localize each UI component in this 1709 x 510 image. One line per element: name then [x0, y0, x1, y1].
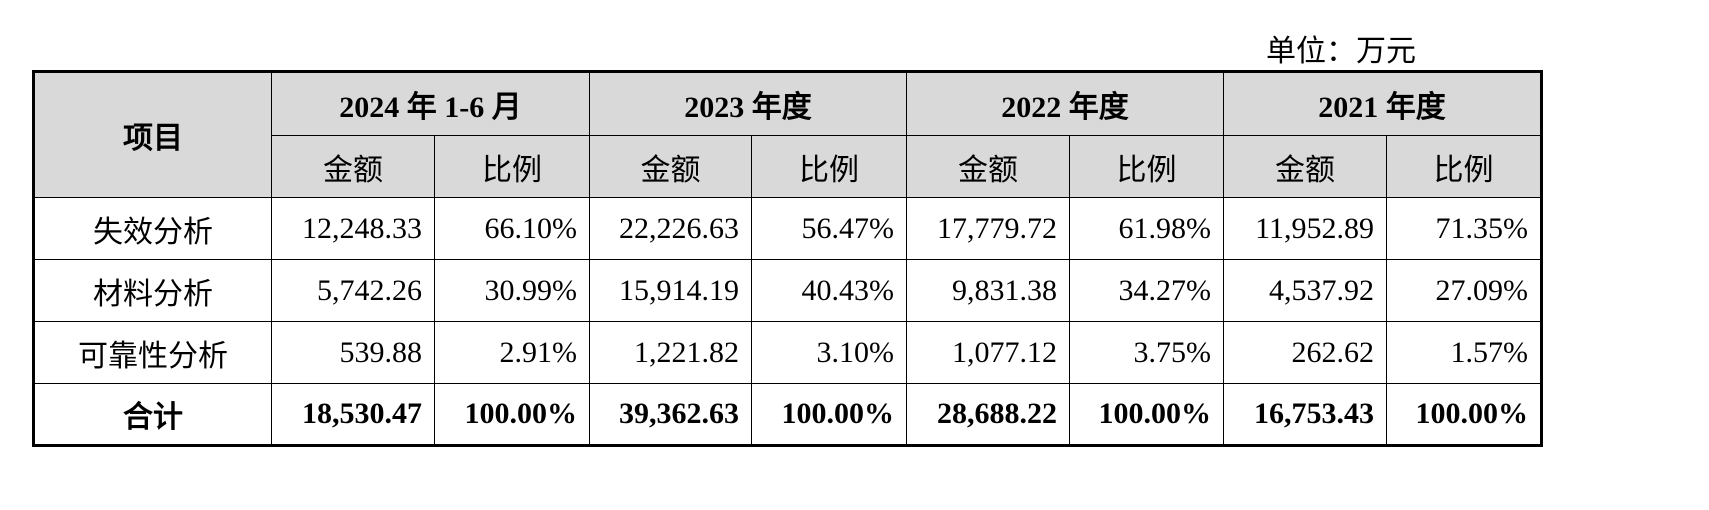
amount-header: 金额 [1223, 135, 1387, 198]
ratio-header: 比例 [1069, 135, 1224, 198]
ratio-cell: 56.47% [751, 197, 907, 260]
amount-cell: 16,753.43 [1223, 383, 1387, 446]
amount-cell: 11,952.89 [1223, 197, 1387, 260]
ratio-cell: 3.75% [1069, 321, 1224, 384]
row-label: 可靠性分析 [33, 321, 272, 384]
amount-header: 金额 [271, 135, 435, 198]
ratio-cell: 40.43% [751, 259, 907, 322]
ratio-cell: 3.10% [751, 321, 907, 384]
period-header: 2024 年 1-6 月 [271, 71, 590, 136]
row-label: 合计 [33, 383, 272, 446]
amount-cell: 15,914.19 [589, 259, 752, 322]
ratio-cell: 2.91% [434, 321, 590, 384]
table-row: 失效分析 12,248.33 66.10% 22,226.63 56.47% 17,779… [33, 197, 1542, 260]
period-header: 2022 年度 [906, 71, 1224, 136]
amount-header: 金额 [906, 135, 1070, 198]
ratio-cell: 100.00% [1386, 383, 1542, 446]
header-row: 项目 2024 年 1-6 月 2023 年度 2022 年度 2021 年度 [33, 71, 1542, 198]
ratio-cell: 100.00% [1069, 383, 1224, 446]
amount-cell: 28,688.22 [906, 383, 1070, 446]
amount-cell: 18,530.47 [271, 383, 435, 446]
ratio-cell: 61.98% [1069, 197, 1224, 260]
amount-cell: 1,221.82 [589, 321, 752, 384]
header-row: 金额 比例 金额 比例 金额 比例 金额 比例 [34, 135, 1542, 198]
amount-cell: 262.62 [1223, 321, 1387, 384]
row-label: 失效分析 [33, 197, 272, 260]
ratio-cell: 100.00% [434, 383, 590, 446]
ratio-header: 比例 [434, 135, 590, 198]
amount-cell: 1,077.12 [906, 321, 1070, 384]
table-row: 合计 18,530.47 100.00% 39,362.63 100.00% 28,688… [33, 383, 1542, 446]
amount-cell: 5,742.26 [271, 259, 435, 322]
ratio-cell: 66.10% [434, 197, 590, 260]
table-body: 失效分析 12,248.33 66.10% 22,226.63 56.47% 17,779… [33, 197, 1542, 446]
ratio-cell: 100.00% [751, 383, 907, 446]
amount-cell: 22,226.63 [589, 197, 752, 260]
amount-cell: 539.88 [271, 321, 435, 384]
amount-header: 金额 [589, 135, 752, 198]
ratio-cell: 27.09% [1386, 259, 1542, 322]
amount-cell: 12,248.33 [271, 197, 435, 260]
table-row: 可靠性分析 539.88 2.91% 1,221.82 3.10% 1,077.12 3.7… [33, 321, 1542, 384]
period-header: 2021 年度 [1223, 71, 1542, 136]
ratio-cell: 34.27% [1069, 259, 1224, 322]
data-table: 项目 2024 年 1-6 月 2023 年度 2022 年度 2021 年度 金额比… [32, 70, 1543, 447]
amount-cell: 39,362.63 [589, 383, 752, 446]
ratio-cell: 30.99% [434, 259, 590, 322]
amount-cell: 9,831.38 [906, 259, 1070, 322]
table-row: 材料分析 5,742.26 30.99% 15,914.19 40.43% 9,831.3… [33, 259, 1542, 322]
amount-cell: 4,537.92 [1223, 259, 1387, 322]
item-header: 项目 [33, 71, 272, 198]
ratio-cell: 71.35% [1386, 197, 1542, 260]
ratio-header: 比例 [751, 135, 907, 198]
ratio-cell: 1.57% [1386, 321, 1542, 384]
ratio-header: 比例 [1386, 135, 1542, 198]
period-header: 2023 年度 [589, 71, 907, 136]
unit-label: 单位：万元 [1266, 35, 1416, 68]
row-label: 材料分析 [33, 259, 272, 322]
amount-cell: 17,779.72 [906, 197, 1070, 260]
